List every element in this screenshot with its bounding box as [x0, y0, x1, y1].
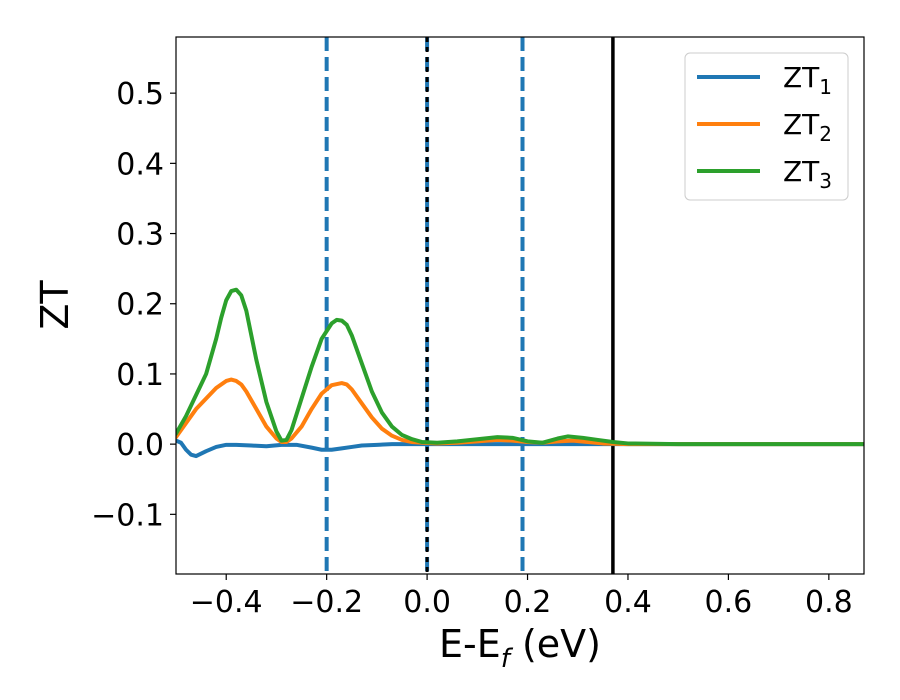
- y-tick-label: 0.3: [116, 218, 164, 253]
- y-tick-label: 0.4: [116, 147, 164, 182]
- legend-label-zt2: ZT2: [783, 108, 832, 146]
- legend-label-main: ZT: [783, 155, 820, 188]
- y-axis-title: ZT: [33, 280, 77, 330]
- series-layer: [176, 287, 864, 459]
- legend-label-sub: 3: [819, 169, 832, 193]
- y-tick-label: −0.1: [91, 498, 164, 533]
- x-tick-label: 0.0: [403, 585, 451, 620]
- x-tick-label: 0.4: [604, 585, 652, 620]
- y-axis-ticks: −0.1 0.0 0.1 0.2 0.3 0.4 0.5: [91, 77, 176, 533]
- reference-lines: [324, 37, 615, 574]
- legend-label-zt3: ZT3: [783, 155, 832, 193]
- x-tick-label: −0.4: [190, 585, 263, 620]
- plot-frame: [175, 36, 865, 575]
- legend-label-zt1: ZT1: [783, 61, 832, 99]
- x-tick-label: 0.8: [805, 585, 853, 620]
- x-tick-label: −0.2: [290, 585, 363, 620]
- y-tick-label: 0.1: [116, 358, 164, 393]
- legend-box: [684, 52, 849, 201]
- legend-label-main: ZT: [783, 108, 820, 141]
- x-tick-label: 0.2: [504, 585, 552, 620]
- y-tick-label: 0.5: [116, 77, 164, 112]
- x-axis-title-main: E-E: [439, 622, 501, 666]
- series-line-zt2: [176, 377, 864, 447]
- legend-label-main: ZT: [783, 61, 820, 94]
- x-axis-ticks: −0.4 −0.2 0.0 0.2 0.4 0.6 0.8: [190, 574, 853, 620]
- x-axis-title-tail: (eV): [510, 622, 601, 666]
- y-tick-label: 0.2: [116, 288, 164, 323]
- legend-label-sub: 1: [819, 75, 832, 99]
- x-tick-label: 0.6: [705, 585, 753, 620]
- series-line-zt3: [176, 287, 864, 447]
- x-axis-title: E-Ef (eV): [439, 622, 601, 674]
- y-tick-label: 0.0: [116, 428, 164, 463]
- legend-label-sub: 2: [819, 122, 832, 146]
